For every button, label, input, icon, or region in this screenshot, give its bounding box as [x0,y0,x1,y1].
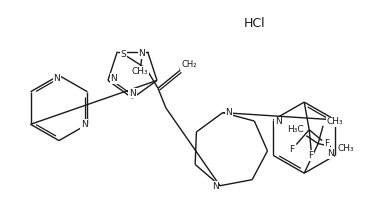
Text: HCl: HCl [244,17,265,30]
Text: CH₃: CH₃ [327,117,343,126]
Text: CH₂: CH₂ [181,60,196,69]
Text: N: N [275,117,281,126]
Text: F: F [309,151,314,160]
Text: CH₃: CH₃ [338,144,354,153]
Text: CH₃: CH₃ [131,67,148,76]
Text: N: N [111,74,117,83]
Text: N: N [129,89,136,98]
Text: N: N [327,149,334,158]
Text: F: F [289,145,294,154]
Text: S: S [120,50,126,59]
Text: N: N [212,182,218,191]
Text: F: F [325,139,330,148]
Text: N: N [225,108,232,117]
Text: H₃C: H₃C [287,125,303,134]
Text: N: N [138,49,145,58]
Text: N: N [81,120,88,129]
Text: N: N [54,74,60,83]
